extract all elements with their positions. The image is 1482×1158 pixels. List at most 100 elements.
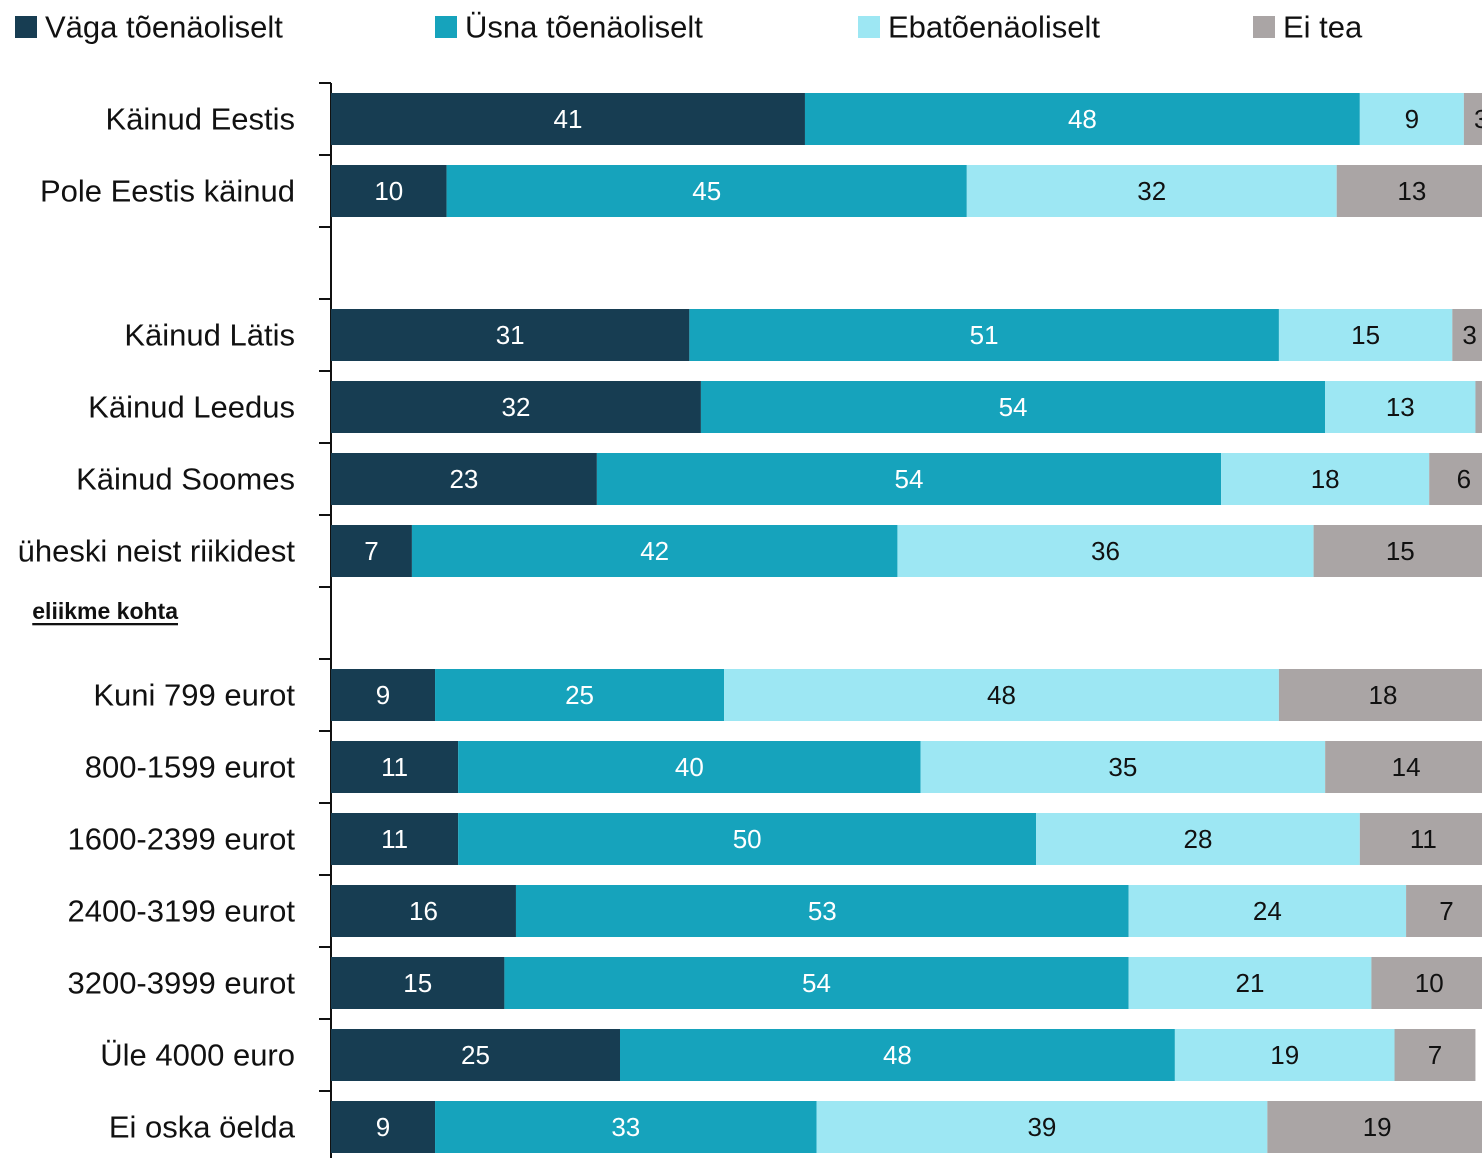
value-label: 3 (1462, 320, 1476, 350)
category-label: Käinud Soomes (76, 462, 295, 497)
value-label: 42 (640, 536, 669, 566)
value-label: 9 (1405, 104, 1419, 134)
value-label: 32 (501, 392, 530, 422)
bar-segment (1394, 1029, 1476, 1081)
legend-label: Üsna tõenäoliselt (465, 10, 703, 45)
value-label: 40 (675, 752, 704, 782)
value-label: 51 (970, 320, 999, 350)
value-label: 7 (1428, 1040, 1442, 1070)
value-label: 15 (1386, 536, 1415, 566)
value-label: 14 (1392, 752, 1421, 782)
value-label: 41 (554, 104, 583, 134)
category-label: 800-1599 eurot (85, 750, 296, 785)
bar-segment (435, 1101, 817, 1153)
bar-segment (504, 957, 1129, 1009)
value-label: 6 (1457, 464, 1471, 494)
legend-label: Väga tõenäoliselt (45, 10, 283, 45)
value-label: 16 (409, 896, 438, 926)
section-label: eliikme kohta (32, 598, 178, 624)
value-label: 10 (374, 176, 403, 206)
category-label: Ei oska öelda (109, 1110, 296, 1145)
bar-segment (435, 669, 725, 721)
bar-segment (1278, 309, 1453, 361)
bar-segment (1325, 741, 1482, 793)
bar-segment (1359, 93, 1464, 145)
value-label: 9 (376, 1112, 390, 1142)
value-label: 11 (381, 824, 408, 854)
value-label: 53 (808, 896, 837, 926)
category-label: Käinud Lätis (124, 318, 295, 353)
bar-segment (458, 813, 1037, 865)
value-label: 25 (461, 1040, 490, 1070)
value-label: 36 (1091, 536, 1120, 566)
value-label: 13 (1397, 176, 1426, 206)
bar-segment (331, 165, 447, 217)
category-label: 3200-3999 eurot (67, 966, 295, 1001)
value-label: 39 (1027, 1112, 1056, 1142)
category-label: Käinud Leedus (88, 390, 295, 425)
value-label: 18 (1368, 680, 1397, 710)
value-label: 11 (1410, 824, 1437, 854)
bar-segment (1452, 309, 1482, 361)
bar-segment (331, 1029, 620, 1081)
bar-segment (966, 165, 1337, 217)
value-label: 18 (1311, 464, 1340, 494)
category-label: Käinud Eestis (105, 102, 295, 137)
bar-segment (700, 381, 1326, 433)
bar-segment (331, 453, 597, 505)
bar-segment (1336, 165, 1482, 217)
value-label: 21 (1236, 968, 1265, 998)
bar-segment (920, 741, 1326, 793)
legend-swatch (435, 16, 457, 38)
bar-segment (596, 453, 1222, 505)
value-label: 54 (802, 968, 831, 998)
value-label: 15 (1351, 320, 1380, 350)
category-label: Üle 4000 euro (100, 1038, 295, 1073)
bar-segment (1475, 381, 1482, 433)
bar-segment (620, 1029, 1175, 1081)
value-label: 35 (1108, 752, 1137, 782)
bar-segment (1036, 813, 1360, 865)
value-label: 50 (733, 824, 762, 854)
bar-segment (689, 309, 1279, 361)
bar-segment (331, 669, 436, 721)
bar-segment (446, 165, 967, 217)
value-label: 31 (496, 320, 525, 350)
bar-segment (897, 525, 1314, 577)
bar-segment (331, 957, 505, 1009)
value-label: 33 (611, 1112, 640, 1142)
bar-segment (1267, 1101, 1482, 1153)
legend-label: Ebatõenäoliselt (888, 10, 1100, 45)
bar-segment (331, 381, 701, 433)
bar-segment (515, 885, 1129, 937)
value-label: 19 (1270, 1040, 1299, 1070)
bar-segment (1278, 669, 1482, 721)
value-label: 13 (1386, 392, 1415, 422)
bar-segment (816, 1101, 1268, 1153)
legend-swatch (1253, 16, 1275, 38)
value-label: 7 (1439, 896, 1453, 926)
bar-segment (804, 93, 1360, 145)
category-label: Kuni 799 eurot (93, 678, 295, 713)
value-label: 15 (403, 968, 432, 998)
bar-segment (1371, 957, 1482, 1009)
category-label: Pole Eestis käinud (40, 174, 295, 209)
value-label: 23 (449, 464, 478, 494)
value-label: 48 (987, 680, 1016, 710)
bar-segment (1359, 813, 1482, 865)
value-label: 3 (1474, 104, 1482, 134)
bar-segment (331, 813, 459, 865)
value-label: 11 (381, 752, 408, 782)
bar-segment (331, 741, 459, 793)
value-label: 25 (565, 680, 594, 710)
bar-segment (331, 309, 690, 361)
value-label: 54 (895, 464, 924, 494)
value-label: 9 (376, 680, 390, 710)
bar-segment (1128, 957, 1372, 1009)
value-label: 19 (1363, 1112, 1392, 1142)
value-label: 54 (999, 392, 1028, 422)
value-label: 48 (1068, 104, 1097, 134)
category-label: üheski neist riikidest (18, 534, 296, 569)
value-label: 10 (1415, 968, 1444, 998)
